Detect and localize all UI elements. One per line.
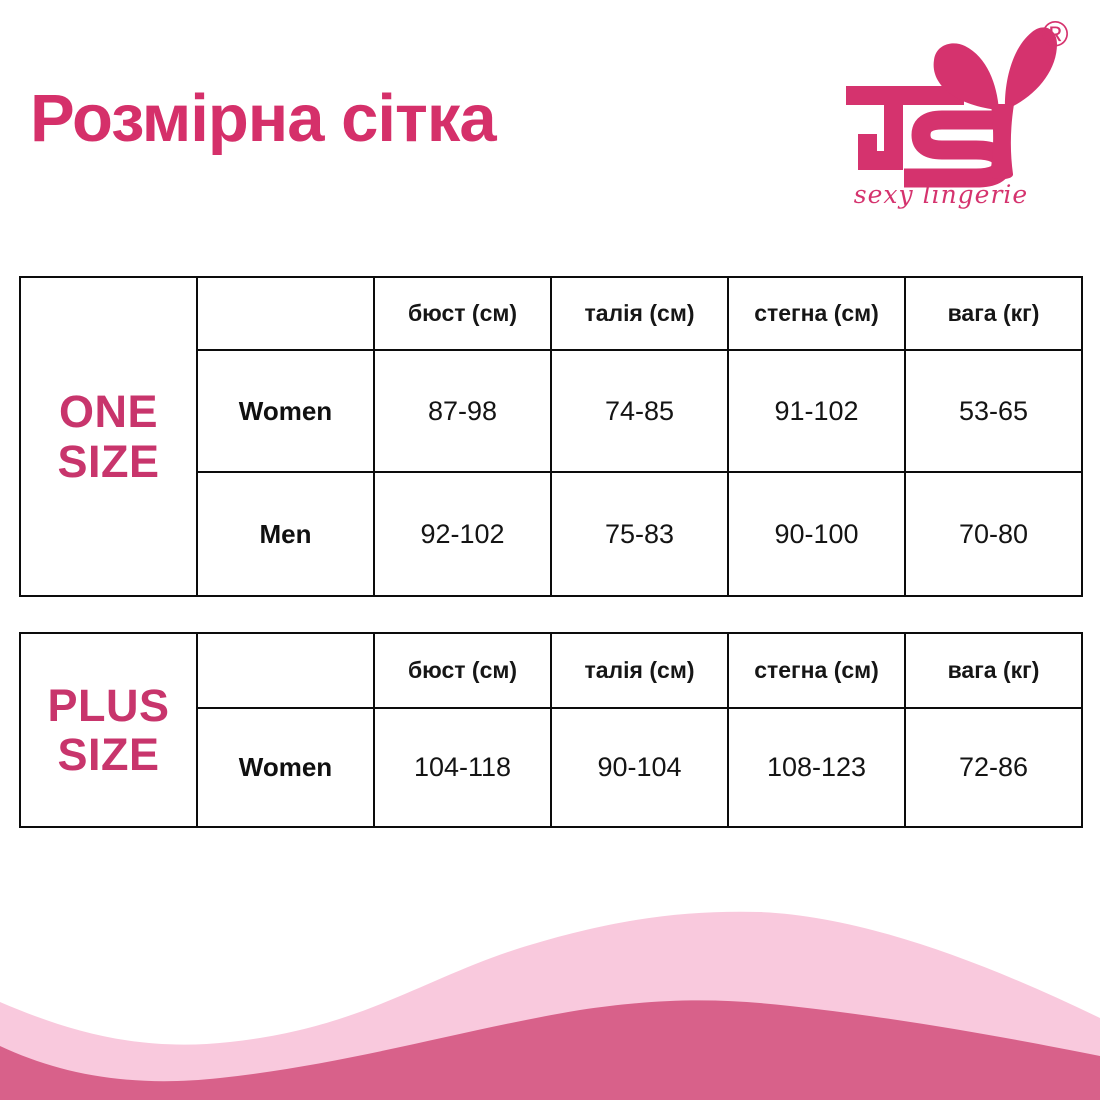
gender-header-cell-empty: [196, 632, 375, 709]
logo-leaf-left: [933, 43, 999, 110]
column-header: стегна (см): [727, 276, 906, 351]
plus-size-table: PLUS SIZE бюст (см) талія (см) стегна (с…: [19, 632, 1083, 828]
value-cell: 87-98: [373, 349, 552, 473]
logo-j-hook-nub: [858, 134, 877, 153]
size-label-line: SIZE: [57, 435, 160, 487]
gender-header-cell-empty: [196, 276, 375, 351]
value-cell: 108-123: [727, 707, 906, 828]
value-cell: 74-85: [550, 349, 729, 473]
logo-leaf-right: [1004, 27, 1057, 111]
one-size-table: ONE SIZE бюст (см) талія (см) стегна (см…: [19, 276, 1083, 597]
logo-j-hook: [858, 151, 903, 170]
column-header: вага (кг): [904, 632, 1083, 709]
table-row: Men 92-102 75-83 90-100 70-80: [20, 471, 1083, 597]
gender-cell: Men: [196, 471, 375, 597]
size-label-line: PLUS: [47, 679, 170, 731]
value-cell: 72-86: [904, 707, 1083, 828]
value-cell: 90-104: [550, 707, 729, 828]
column-header: бюст (см): [373, 632, 552, 709]
column-header: талія (см): [550, 276, 729, 351]
size-label-line: SIZE: [57, 729, 160, 780]
brand-logo: ® sexy lingerie: [838, 10, 1082, 220]
page-title: Розмірна сітка: [30, 81, 497, 156]
brand-tagline: sexy lingerie: [854, 180, 1028, 209]
column-header: вага (кг): [904, 276, 1083, 351]
wave-dark: [0, 1000, 1100, 1100]
table-row: Women 104-118 90-104 108-123 72-86: [20, 707, 1083, 828]
column-header: бюст (см): [373, 276, 552, 351]
logo-j-stem: [884, 100, 903, 154]
value-cell: 91-102: [727, 349, 906, 473]
gender-cell: Women: [196, 707, 375, 828]
value-cell: 92-102: [373, 471, 552, 597]
table-row: Women 87-98 74-85 91-102 53-65: [20, 349, 1083, 473]
logo-y-stem: [989, 104, 1014, 180]
decorative-waves: [0, 911, 1100, 1100]
value-cell: 75-83: [550, 471, 729, 597]
logo-s: [904, 110, 1012, 188]
size-label-cell: PLUS SIZE: [19, 632, 198, 828]
value-cell: 90-100: [727, 471, 906, 597]
size-label-line: ONE: [58, 386, 158, 437]
logo-j-bar: [846, 86, 964, 105]
column-header: стегна (см): [727, 632, 906, 709]
column-header: талія (см): [550, 632, 729, 709]
value-cell: 53-65: [904, 349, 1083, 473]
value-cell: 104-118: [373, 707, 552, 828]
size-label-cell: ONE SIZE: [19, 276, 198, 597]
jsy-logo-icon: ® sexy lingerie: [846, 13, 1069, 209]
gender-cell: Women: [196, 349, 375, 473]
registered-mark: ®: [1042, 13, 1069, 54]
value-cell: 70-80: [904, 471, 1083, 597]
